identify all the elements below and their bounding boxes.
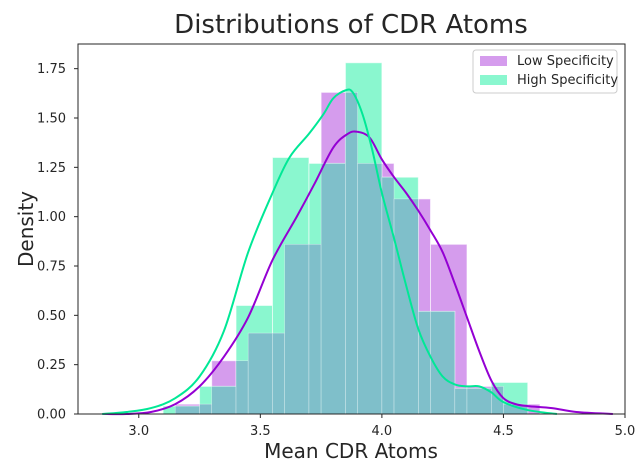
- histogram-overlap-bar: [357, 163, 383, 415]
- legend-swatch-high-specificity: [480, 75, 507, 85]
- histogram-overlap-bar: [308, 243, 322, 415]
- x-axis-ticks: 3.0 3.5 4.0 4.5 5.0: [128, 414, 635, 439]
- histogram-overlap-bar: [393, 198, 419, 415]
- y-tick-label: 1.25: [37, 161, 66, 176]
- histogram-overlap-bar: [345, 92, 358, 415]
- y-tick-label: 0.25: [37, 358, 66, 373]
- histogram-overlap-bar: [272, 332, 285, 415]
- legend: Low Specificity High Specificity: [472, 49, 618, 94]
- legend-label-low-specificity: Low Specificity: [517, 54, 614, 69]
- legend-box: [472, 49, 618, 94]
- y-tick-label: 1.75: [37, 62, 66, 77]
- x-axis-label: Mean CDR Atoms: [264, 439, 438, 463]
- x-tick-label: 3.5: [250, 424, 271, 439]
- x-tick-label: 4.0: [372, 424, 393, 439]
- histogram-overlap-bar: [320, 163, 346, 415]
- plot-frame: [77, 43, 626, 415]
- legend-swatch-low-specificity: [480, 56, 507, 66]
- y-tick-label: 0.75: [37, 260, 66, 275]
- y-tick-label: 0.50: [37, 309, 66, 324]
- histogram-overlap-bar: [247, 332, 273, 415]
- histogram-overlap-bar: [174, 405, 200, 415]
- y-axis-label: Density: [14, 191, 38, 267]
- histogram-overlap-bar: [235, 360, 249, 415]
- histogram-overlap-bar: [211, 386, 237, 415]
- x-tick-label: 3.0: [128, 424, 149, 439]
- x-tick-label: 4.5: [493, 424, 514, 439]
- histogram-overlap-bar: [418, 311, 431, 415]
- x-tick-label: 5.0: [615, 424, 636, 439]
- chart-title: Distributions of CDR Atoms: [174, 10, 528, 40]
- kde-line-low-specificity: [102, 130, 613, 416]
- histogram-overlap-bar: [466, 388, 492, 415]
- histogram-overlap-bar: [284, 243, 310, 415]
- y-tick-label: 1.50: [37, 112, 66, 127]
- y-axis-ticks: 0.00 0.25 0.50 0.75 1.00 1.25 1.50 1.75: [37, 62, 78, 423]
- y-tick-label: 1.00: [37, 210, 66, 225]
- kde-line-high-specificity: [102, 88, 558, 415]
- legend-label-high-specificity: High Specificity: [517, 73, 618, 88]
- kde-curves: [102, 88, 613, 416]
- y-tick-label: 0.00: [37, 408, 66, 423]
- histogram-overlap-bar: [454, 388, 468, 415]
- histogram-overlap-bar: [199, 403, 213, 415]
